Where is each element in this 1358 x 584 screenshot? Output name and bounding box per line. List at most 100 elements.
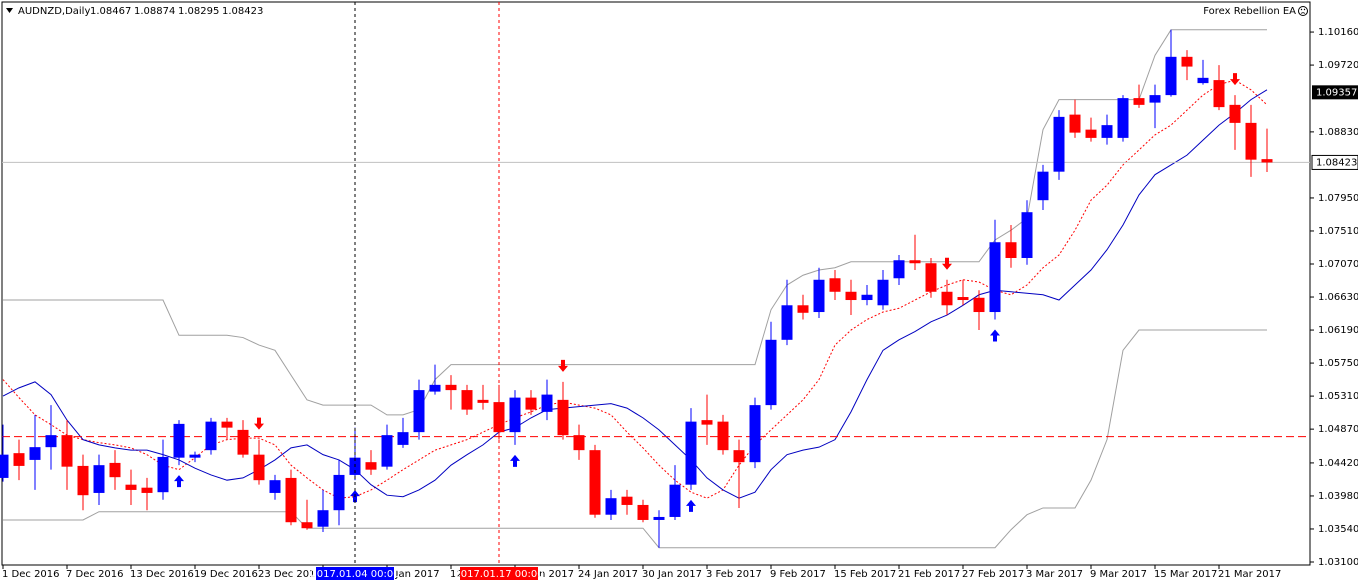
candle-body (637, 504, 649, 520)
x-tick-label: 19 Dec 2016 (194, 569, 258, 580)
y-tick-label: 1.08830 (1318, 127, 1358, 138)
candle-body (573, 435, 585, 451)
candle-body (445, 384, 457, 391)
y-tick-label: 1.06190 (1318, 325, 1358, 336)
last-price-label: 1.08423 (1316, 157, 1357, 168)
candle-body (205, 421, 217, 451)
x-tick-label: 13 Dec 2016 (130, 569, 194, 580)
candle-body (1245, 122, 1257, 160)
candle-body (1069, 114, 1081, 133)
candle-body (1149, 95, 1161, 103)
candle-body (1085, 129, 1097, 138)
candle-body (541, 394, 553, 412)
candle-body (1101, 125, 1113, 138)
candle-body (397, 432, 409, 445)
candle-body (109, 462, 121, 478)
candle-body (221, 421, 233, 428)
candle-body (1117, 98, 1129, 138)
candle-body (173, 423, 185, 458)
y-tick-label: 1.03980 (1318, 491, 1358, 502)
crosshair-label: 2017.01.04 00:00 (310, 569, 399, 580)
candle-body (909, 260, 921, 264)
y-tick-label: 1.09720 (1318, 60, 1358, 71)
sell-arrow (558, 359, 568, 372)
candle-body (1181, 56, 1193, 67)
x-tick-label: 15 Mar 2017 (1154, 569, 1217, 580)
candle-body (813, 279, 825, 313)
candle-body (589, 450, 601, 515)
candle-body (717, 421, 729, 451)
x-tick-label: 9 Feb 2017 (770, 569, 826, 580)
x-tick-label: 23 Dec 2016 (258, 569, 322, 580)
y-tick-label: 1.10160 (1318, 27, 1358, 38)
plot-frame (1, 1, 1311, 566)
candle-body (29, 447, 41, 460)
candle-body (461, 390, 473, 410)
candle-body (93, 465, 105, 493)
y-tick-label: 1.06630 (1318, 292, 1358, 303)
candle-body (525, 397, 537, 410)
buy-arrow (990, 329, 1000, 342)
expert-icon (1298, 6, 1308, 16)
candle-body (941, 291, 953, 306)
candle-body (253, 454, 265, 481)
header-high: 1.08874 (134, 6, 175, 17)
candle-body (925, 263, 937, 292)
candle-body (77, 465, 89, 496)
candle-body (845, 291, 857, 301)
x-tick-label: 27 Feb 2017 (962, 569, 1024, 580)
buy-arrow (686, 499, 696, 512)
candle-body (829, 278, 841, 292)
x-tick-label: 9 Mar 2017 (1090, 569, 1147, 580)
indicator-line (3, 29, 1267, 416)
candle-body (125, 484, 137, 490)
candle-body (1005, 242, 1017, 258)
sell-arrow (1230, 73, 1240, 86)
candle-body (1197, 77, 1209, 84)
indicator-line (3, 329, 1267, 549)
candle-body (765, 339, 777, 406)
indicator-line (2, 79, 1268, 499)
candle-body (45, 435, 57, 448)
candle-body (0, 454, 9, 478)
candle-body (1261, 159, 1273, 163)
candle-body (1053, 116, 1065, 172)
crosshair-label-bg (316, 567, 394, 580)
header-open: 1.08467 (90, 6, 131, 17)
candle-body (1037, 171, 1049, 201)
last-price-bg (1311, 154, 1358, 170)
y-tick-label: 1.03540 (1318, 524, 1358, 535)
candle-body (333, 474, 345, 511)
candle-body (861, 294, 873, 301)
candle-body (13, 453, 25, 466)
sell-arrow (254, 417, 264, 430)
x-tick-label: 15 Feb 2017 (834, 569, 896, 580)
candle-body (237, 429, 249, 455)
crosshair-label-bg (460, 567, 538, 580)
y-tick-label: 1.05310 (1318, 391, 1358, 402)
x-tick-label: 21 Feb 2017 (898, 569, 960, 580)
candle-body (989, 242, 1001, 313)
candle-body (1229, 104, 1241, 123)
candle-body (157, 456, 169, 493)
y-tick-label: 1.05750 (1318, 358, 1358, 369)
candle-body (1213, 80, 1225, 108)
candle-body (1021, 212, 1033, 258)
candle-body (797, 305, 809, 313)
candle-body (669, 484, 681, 517)
buy-arrow (174, 475, 184, 488)
x-tick-label: 1 Dec 2016 (2, 569, 60, 580)
candle-body (733, 450, 745, 463)
candle-body (621, 496, 633, 505)
candle-body (365, 462, 377, 470)
candle-body (557, 399, 569, 436)
crosshair-label: 2017.01.17 00:00 (454, 569, 543, 580)
candle-body (653, 516, 665, 520)
candle-body (61, 435, 73, 467)
candle-body (269, 480, 281, 493)
candle-body (893, 260, 905, 279)
candle-body (685, 421, 697, 485)
candle-body (477, 399, 489, 403)
x-tick-label: 21 Mar 2017 (1218, 569, 1281, 580)
